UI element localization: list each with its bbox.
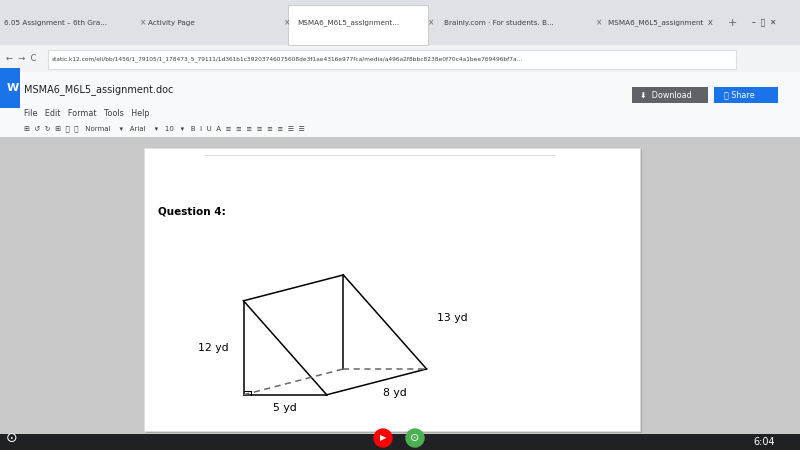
Text: –  ⬜  ✕: – ⬜ ✕ — [752, 18, 776, 27]
Text: 🔒 Share: 🔒 Share — [724, 90, 754, 99]
Text: 6:04: 6:04 — [754, 437, 775, 447]
Text: ×: × — [428, 18, 434, 27]
Text: ←  →  C: ← → C — [6, 54, 37, 63]
Text: 6.05 Assignment – 6th Gra...: 6.05 Assignment – 6th Gra... — [4, 20, 107, 26]
Text: W: W — [6, 83, 18, 93]
Text: ⬇  Download: ⬇ Download — [640, 90, 692, 99]
Text: ×: × — [596, 18, 602, 27]
Text: 12 yd: 12 yd — [198, 343, 229, 353]
FancyBboxPatch shape — [179, 155, 577, 199]
Text: ⊙: ⊙ — [410, 433, 420, 443]
Text: Question 4:: Question 4: — [158, 207, 226, 216]
Text: Activity Page: Activity Page — [148, 20, 195, 26]
Text: MSMA6_M6L5_assignment  X: MSMA6_M6L5_assignment X — [608, 20, 713, 27]
Text: 8 yd: 8 yd — [383, 388, 406, 398]
Text: ×: × — [284, 18, 290, 27]
Text: ⊙: ⊙ — [6, 431, 18, 445]
Text: static.k12.com/eli/bb/1456/1_79105/1_178473_5_79111/1d361b1c39203746075608de3f1a: static.k12.com/eli/bb/1456/1_79105/1_178… — [52, 56, 523, 62]
Text: File   Edit   Format   Tools   Help: File Edit Format Tools Help — [24, 109, 150, 118]
Text: 5 yd: 5 yd — [274, 403, 297, 413]
Text: ×: × — [140, 18, 146, 27]
Text: MSMA6_M6L5_assignment.doc: MSMA6_M6L5_assignment.doc — [24, 85, 174, 95]
Text: ⊞  ↺  ↻  ⊞  🔍  🔍   Normal    ▾   Arial    ▾   10   ▾   B  I  U  A  ≡  ≡  ≡  ≡  ≡: ⊞ ↺ ↻ ⊞ 🔍 🔍 Normal ▾ Arial ▾ 10 ▾ B I U … — [24, 125, 305, 131]
Circle shape — [406, 429, 424, 447]
Text: +: + — [728, 18, 738, 28]
Text: ▶: ▶ — [380, 433, 386, 442]
Text: 13 yd: 13 yd — [437, 313, 467, 324]
Text: Assignment: Assignment — [457, 167, 538, 181]
Circle shape — [374, 429, 392, 447]
Text: Brainly.com · For students. B...: Brainly.com · For students. B... — [444, 20, 554, 26]
Text: MSMA6_M6L5_assignment...: MSMA6_M6L5_assignment... — [298, 20, 400, 27]
